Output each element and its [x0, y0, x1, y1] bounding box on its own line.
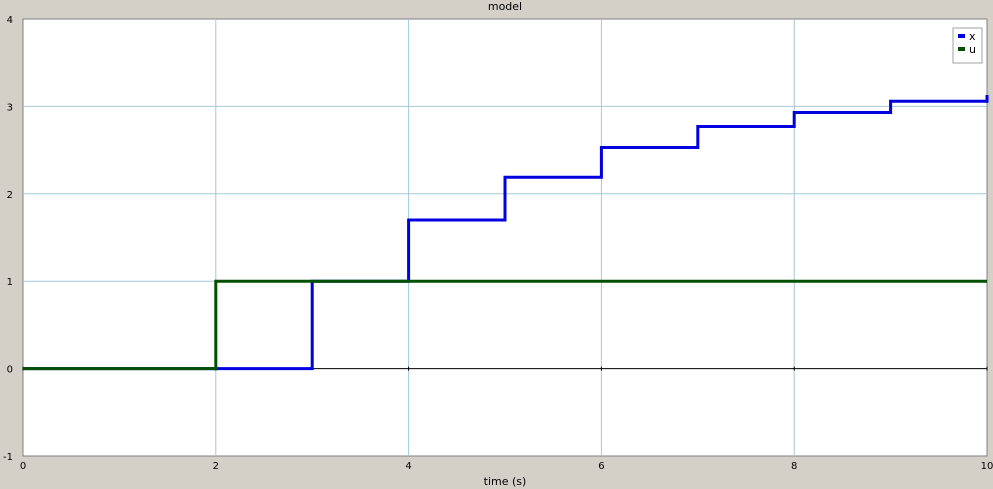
x-tick-label: 6	[598, 461, 604, 472]
x-tick-label: 0	[20, 461, 26, 472]
legend-box	[952, 27, 983, 64]
legend-label-u: u	[969, 43, 976, 56]
y-tick-label: 0	[7, 365, 13, 376]
y-tick-label: 4	[7, 15, 13, 26]
series-layer	[23, 95, 989, 371]
series-line-u	[23, 279, 987, 371]
x-tick-label: 2	[213, 461, 219, 472]
x-axis-label: time (s)	[484, 475, 527, 488]
legend-label-x: x	[969, 30, 976, 43]
x-tick-label: 4	[405, 461, 411, 472]
chart-title: model	[488, 0, 522, 13]
y-tick-label: 3	[7, 102, 13, 113]
x-tick-labels: 0 2 4 6 8 10	[20, 461, 993, 472]
legend: xu	[952, 27, 983, 64]
y-tick-label: -1	[3, 452, 13, 463]
plot-area	[22, 18, 988, 457]
x-tick-label: 10	[981, 461, 993, 472]
y-tick-labels: -1 0 1 2 3 4	[3, 15, 13, 463]
y-tick-label: 1	[7, 277, 13, 288]
x-tick-label: 8	[791, 461, 797, 472]
y-tick-label: 2	[7, 190, 13, 201]
series-line-x	[23, 95, 989, 371]
